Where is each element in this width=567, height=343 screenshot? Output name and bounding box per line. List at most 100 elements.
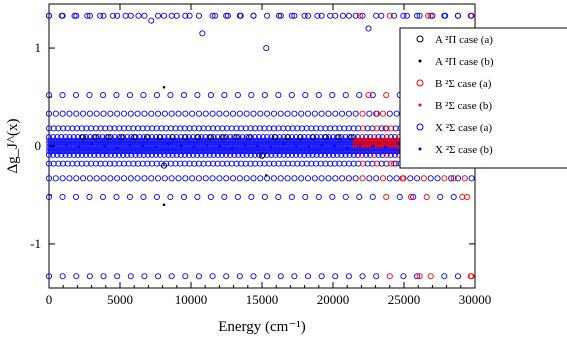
series-point [212,12,219,19]
band-point [345,125,352,132]
band-point [275,193,282,200]
band-point [168,12,175,19]
series-dot [294,144,298,148]
band-point [144,125,151,132]
series-dot [166,142,170,146]
band-point [257,175,264,182]
series-dot [90,142,93,146]
band-point [386,273,393,280]
band-point [366,110,373,117]
band-point [275,160,282,167]
band-point [130,160,137,167]
band-point [134,110,141,117]
band-point [169,151,176,158]
band-point [375,134,382,141]
band-point [172,125,179,132]
legend-marker [416,123,424,131]
band-point [448,175,455,182]
series-dot [141,144,145,148]
band-point [392,160,399,167]
band-point [396,193,403,200]
band-point [125,125,132,132]
band-point [239,151,246,158]
band-point [52,175,59,182]
band-point [275,125,282,132]
band-point [189,110,196,117]
band-point [73,175,80,182]
band-point [195,175,203,182]
y-tick-label: 0 [35,138,42,153]
band-point [339,110,346,117]
band-point [219,125,226,132]
band-point [238,160,245,167]
y-tick-label: -1 [30,236,41,251]
band-point [45,160,53,167]
series-point [442,12,449,19]
series-point [173,12,180,19]
band-point [252,125,259,132]
band-point [379,110,387,117]
series-dot [345,146,349,150]
band-point [288,92,295,99]
band-point [441,273,448,280]
band-point [163,125,170,132]
band-point [78,125,85,132]
band-point [364,125,371,132]
band-point [427,273,434,280]
band-point [364,160,371,167]
y-tick-label: 1 [35,40,42,55]
band-point [97,125,104,132]
band-point [400,12,407,19]
band-point [373,125,381,132]
band-point [322,125,329,132]
band-point [294,160,301,167]
band-point [350,125,357,132]
band-point [400,273,407,280]
band-point [341,125,348,132]
band-point [454,273,462,280]
series-point [467,273,474,280]
band-point [359,175,366,182]
band-point [250,273,257,280]
band-point [168,110,175,117]
band-point [120,110,128,117]
band-point [386,175,393,182]
band-point [461,175,468,182]
band-point [102,160,109,167]
band-point [120,160,128,167]
band-point [298,125,306,132]
series-point [135,12,142,19]
band-point [148,175,155,182]
band-point [414,273,421,280]
band-point [386,12,393,19]
band-point [100,273,107,280]
band-point [266,160,273,167]
band-point [74,160,81,167]
band-point [100,12,107,19]
band-point [124,134,131,141]
band-point [298,175,305,182]
band-point [284,151,291,158]
band-point [248,193,255,200]
band-point [315,193,322,200]
band-point [339,175,346,182]
band-point [345,12,352,19]
band-point [168,273,175,280]
band-point [209,273,216,280]
band-point [329,92,336,99]
series-point [327,12,334,19]
series-point [143,134,151,141]
legend-marker [418,59,422,63]
band-point [331,160,338,167]
band-point [332,12,339,19]
band-point [270,160,277,167]
band-point [427,12,434,19]
band-point [242,125,249,132]
band-point [134,125,142,132]
band-point [45,92,53,99]
band-point [175,175,182,182]
series-point [284,134,291,141]
band-point [236,273,243,280]
band-point [175,110,182,117]
band-point [181,151,188,158]
